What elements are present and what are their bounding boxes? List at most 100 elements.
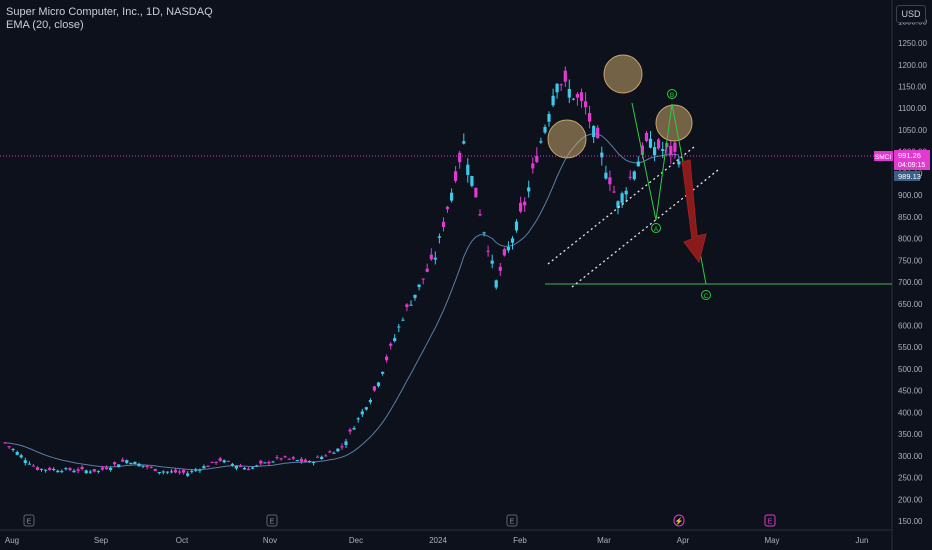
candle-body <box>413 294 417 298</box>
candle <box>604 165 608 180</box>
candle-body <box>303 459 307 462</box>
event-marker[interactable]: E <box>23 514 35 527</box>
candle <box>531 157 535 174</box>
candle-body <box>502 249 506 256</box>
candle-body <box>437 236 441 238</box>
candle-body <box>433 257 437 260</box>
wave-b-marker <box>667 89 677 99</box>
x-tick-label: Apr <box>677 536 690 545</box>
wave-b-text: B <box>670 92 674 99</box>
candle <box>502 247 506 257</box>
candle-body <box>190 471 194 473</box>
candle <box>425 263 429 273</box>
candle <box>376 381 381 388</box>
y-tick-label: 400.00 <box>898 408 923 417</box>
candle-body <box>291 457 295 459</box>
candle <box>303 458 307 463</box>
candle-body <box>76 469 80 471</box>
currency-button[interactable]: USD <box>896 5 926 23</box>
y-tick-label: 650.00 <box>898 300 923 309</box>
candle <box>161 470 165 475</box>
candle-body <box>44 469 48 471</box>
candle-body <box>68 468 72 471</box>
y-tick-label: 600.00 <box>898 322 923 331</box>
x-tick-label: Oct <box>176 536 189 545</box>
neckline-upper[interactable] <box>547 146 695 265</box>
x-axis: Aug Sep Oct Nov Dec 2024 Feb Mar Apr May Jun <box>5 536 869 545</box>
chart-legend: Super Micro Computer, Inc., 1D, NASDAQ E… <box>6 6 213 32</box>
candle-body <box>214 461 218 463</box>
candle-body <box>117 464 121 468</box>
candle <box>255 464 259 467</box>
wave-label-a[interactable]: A <box>651 223 661 234</box>
right-shoulder-circle[interactable] <box>655 104 693 142</box>
candle-body <box>307 461 312 462</box>
down-arrow[interactable] <box>681 159 707 264</box>
candle <box>56 469 60 473</box>
candle-body <box>389 343 393 346</box>
candle-body <box>242 467 247 470</box>
event-marker-text: ⚡ <box>675 517 684 526</box>
candle <box>279 457 283 461</box>
wave-c-text: C <box>704 293 709 300</box>
candle <box>3 442 7 444</box>
candle-body <box>267 462 271 464</box>
event-marker[interactable]: E <box>266 514 278 527</box>
y-tick-label: 1250.00 <box>898 39 927 48</box>
candle <box>173 467 178 474</box>
candle-body <box>360 411 364 415</box>
chart-title: Super Micro Computer, Inc., 1D, NASDAQ <box>6 6 213 18</box>
candle-body <box>226 460 230 462</box>
candle <box>76 467 80 474</box>
candle-body <box>129 463 133 464</box>
candle <box>458 150 462 169</box>
left-shoulder-circle[interactable] <box>547 119 587 159</box>
event-marker[interactable]: E <box>506 514 518 527</box>
candle <box>214 461 218 465</box>
wave-label-c[interactable]: C <box>701 290 711 301</box>
event-marker-box <box>266 514 278 527</box>
candle-body <box>644 132 649 141</box>
y-tick-label: 850.00 <box>898 213 923 222</box>
candle-body <box>376 382 381 387</box>
candle-body <box>31 465 35 467</box>
candle-body <box>462 141 466 144</box>
event-markers[interactable]: E E E ⚡ E <box>23 514 776 527</box>
candle-body <box>153 468 157 472</box>
candle <box>125 459 129 465</box>
candle <box>636 156 640 167</box>
wave-label-b[interactable]: B <box>667 89 677 100</box>
candle-body <box>661 149 665 151</box>
candle <box>88 470 92 474</box>
candle-body <box>348 429 352 432</box>
candle-body <box>494 280 498 288</box>
candle-body <box>506 246 510 251</box>
candle <box>299 457 303 464</box>
y-tick-label: 500.00 <box>898 365 923 374</box>
candle-body <box>210 461 214 463</box>
event-marker[interactable]: ⚡ <box>673 514 685 527</box>
event-marker[interactable]: E <box>764 514 776 527</box>
candle-body <box>563 70 567 82</box>
candle <box>283 455 287 458</box>
candle-body <box>312 462 316 463</box>
candle <box>19 453 23 459</box>
candle-body <box>271 461 275 463</box>
candle-body <box>92 469 96 472</box>
x-tick-label: Dec <box>349 536 363 545</box>
candle <box>592 125 596 144</box>
candle <box>35 466 40 471</box>
candle <box>673 141 677 159</box>
candle <box>450 188 454 203</box>
candle-body <box>466 164 470 175</box>
candle-body <box>275 457 279 459</box>
candle-body <box>393 338 397 342</box>
neckline-lower[interactable] <box>571 169 719 288</box>
candle <box>169 469 174 474</box>
head-circle[interactable] <box>603 54 643 94</box>
candle <box>514 219 519 233</box>
candle <box>474 187 478 198</box>
candle <box>567 79 571 104</box>
candle-body <box>52 469 56 470</box>
